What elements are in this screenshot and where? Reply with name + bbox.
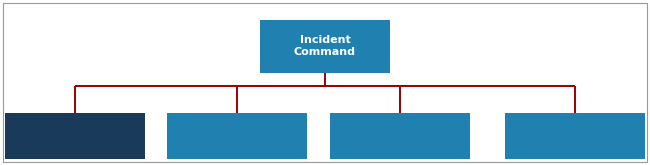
Text: Logistics
Section: Logistics Section <box>372 125 427 147</box>
FancyBboxPatch shape <box>5 113 144 159</box>
FancyBboxPatch shape <box>260 20 390 73</box>
Text: Operations
Section: Operations Section <box>40 125 109 147</box>
Text: Finance/Administration
Section: Finance/Administration Section <box>506 125 644 147</box>
Text: Planning
Section: Planning Section <box>210 125 265 147</box>
FancyBboxPatch shape <box>330 113 469 159</box>
Text: Incident
Command: Incident Command <box>294 35 356 57</box>
FancyBboxPatch shape <box>168 113 307 159</box>
FancyBboxPatch shape <box>506 113 645 159</box>
